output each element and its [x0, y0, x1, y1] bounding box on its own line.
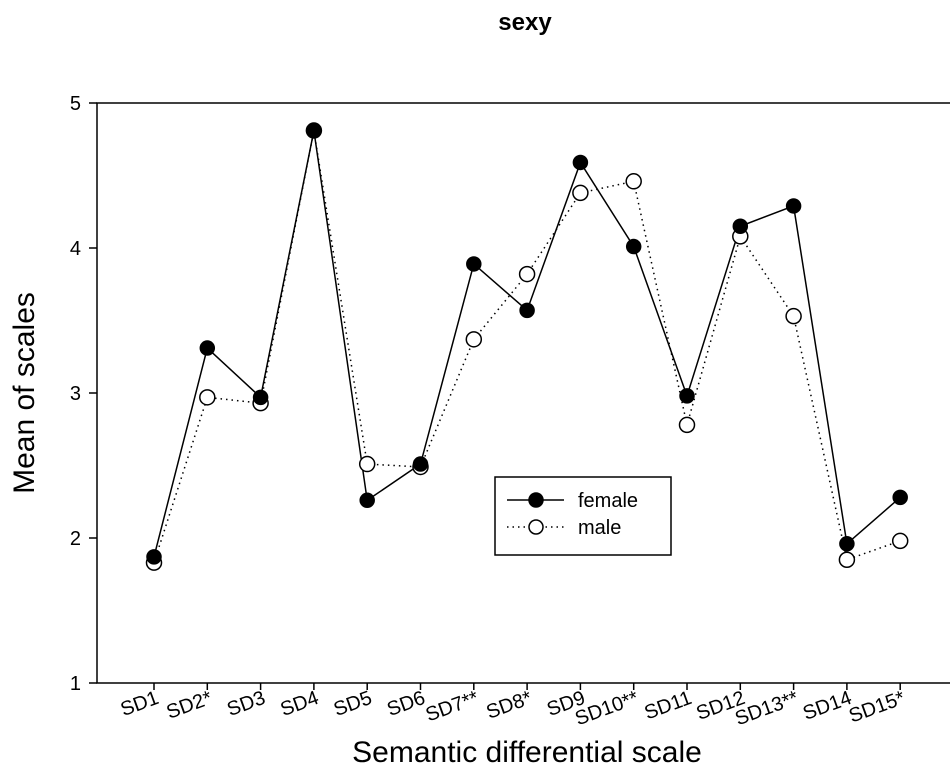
- x-tick-label: SD2*: [164, 687, 216, 724]
- y-tick-label: 5: [70, 93, 81, 115]
- x-axis-title: Semantic differential scale: [352, 736, 702, 769]
- legend-label-female: female: [578, 490, 638, 512]
- y-tick-label: 2: [70, 528, 81, 550]
- x-tick-label: SD5: [331, 687, 375, 721]
- y-tick-label: 4: [70, 238, 81, 260]
- point-female-SD5: [359, 492, 375, 509]
- y-tick-label: 3: [70, 383, 81, 405]
- y-tick-label: 1: [70, 673, 81, 695]
- legend-marker-female: [528, 492, 544, 508]
- point-female-SD2: [199, 340, 216, 356]
- x-tick-label: SD15*: [846, 687, 908, 728]
- point-female-SD13: [785, 198, 802, 214]
- point-male-SD15: [891, 532, 909, 550]
- point-female-SD6: [412, 456, 429, 472]
- point-female-SD12: [732, 218, 749, 234]
- x-tick-label: SD6: [384, 687, 428, 721]
- x-tick-label: SD8*: [483, 687, 535, 724]
- x-tick-label: SD4: [278, 687, 322, 721]
- point-male-SD13: [785, 307, 802, 325]
- point-male-SD9: [572, 184, 589, 202]
- point-male-SD14: [838, 551, 856, 568]
- point-female-SD3: [252, 389, 269, 406]
- series-line-male: [153, 130, 901, 563]
- point-female-SD15: [892, 489, 908, 506]
- point-female-SD4: [306, 122, 322, 139]
- point-male-SD5: [358, 455, 376, 473]
- legend-label-male: male: [578, 517, 621, 539]
- plot-frame: [96, 102, 950, 684]
- point-female-SD1: [146, 549, 162, 565]
- legend-marker-male: [528, 519, 544, 535]
- legend-box: [494, 476, 672, 556]
- point-male-SD8: [518, 265, 536, 283]
- x-tick-label: SD7**: [423, 687, 482, 726]
- point-male-SD10: [625, 173, 642, 190]
- x-tick-label: SD3: [224, 687, 268, 721]
- point-female-SD7: [466, 256, 482, 272]
- point-female-SD8: [519, 302, 535, 319]
- point-female-SD9: [572, 154, 589, 171]
- x-tick-label: SD1: [118, 687, 162, 721]
- point-female-SD14: [839, 536, 855, 552]
- y-axis: 1 2 3 4 5: [70, 93, 97, 695]
- point-male-SD2: [199, 389, 216, 406]
- point-male-SD7: [465, 331, 483, 348]
- legend: female male: [494, 476, 672, 556]
- x-tick-label: SD11: [642, 687, 695, 724]
- chart-title: sexy: [498, 9, 552, 36]
- series-markers: [145, 122, 909, 571]
- point-female-SD11: [679, 388, 695, 404]
- y-axis-title: Mean of scales: [8, 292, 41, 494]
- point-male-SD11: [678, 416, 696, 434]
- point-female-SD10: [625, 238, 642, 255]
